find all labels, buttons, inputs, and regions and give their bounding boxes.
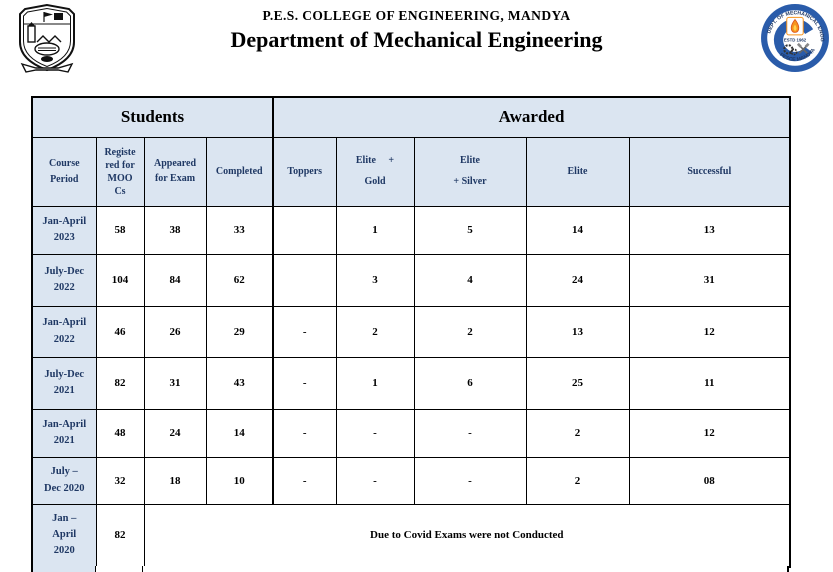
cell-toppers: - [272, 456, 337, 505]
cell-completed: 62 [205, 253, 274, 307]
col-header-elite-gold: Elite + Gold [335, 136, 415, 207]
cell-toppers: - [272, 305, 337, 358]
group-header-row: Students Awarded [31, 96, 791, 138]
cell-period: Jan – April 2020 [31, 503, 97, 568]
col-header-course-period: Course Period [31, 136, 97, 207]
cell-elite-silver: - [413, 408, 527, 458]
cell-registered: 104 [95, 253, 145, 307]
cell-appeared: 84 [143, 253, 207, 307]
cell-successful: 12 [628, 305, 791, 358]
col-header-successful: Successful [628, 136, 791, 207]
cell-period: July-Dec 2022 [31, 253, 97, 307]
partial-next-row [31, 566, 789, 572]
table-row: Jan-April 2021 48 24 14 - - - 2 12 [31, 408, 791, 458]
cell-elite-gold: 1 [335, 356, 415, 410]
column-header-row: Course Period Registe red for MOO Cs App… [31, 136, 791, 207]
col-header-elite: Elite [525, 136, 630, 207]
cell-period: Jan-April 2022 [31, 305, 97, 358]
cell-elite-silver: 6 [413, 356, 527, 410]
cell-completed: 29 [205, 305, 274, 358]
cell-elite: 2 [525, 408, 630, 458]
cell-toppers: - [272, 408, 337, 458]
covid-note: Due to Covid Exams were not Conducted [143, 503, 791, 568]
awarded-group-header: Awarded [271, 96, 791, 138]
partial-merged-cell [143, 566, 787, 572]
cell-period: July – Dec 2020 [31, 456, 97, 505]
cell-completed: 14 [205, 408, 274, 458]
covid-row: Jan – April 2020 82 Due to Covid Exams w… [31, 503, 791, 568]
cell-elite-silver: 2 [413, 305, 527, 358]
cell-completed: 33 [205, 205, 274, 255]
cell-appeared: 26 [143, 305, 207, 358]
col-header-elite-silver: Elite + Silver [413, 136, 527, 207]
col-header-toppers: Toppers [272, 136, 337, 207]
cell-successful: 13 [628, 205, 791, 255]
cell-successful: 12 [628, 408, 791, 458]
cell-toppers [272, 205, 337, 255]
students-group-header: Students [31, 96, 274, 138]
cell-elite: 13 [525, 305, 630, 358]
cell-registered: 82 [95, 356, 145, 410]
cell-period: Jan-April 2021 [31, 408, 97, 458]
page-header: P.E.S. COLLEGE OF ENGINEERING, MANDYA De… [90, 8, 743, 53]
cell-elite-gold: 3 [335, 253, 415, 307]
table-row: July-Dec 2022 104 84 62 3 4 24 31 [31, 253, 791, 307]
cell-toppers [272, 253, 337, 307]
cell-appeared: 38 [143, 205, 207, 255]
cell-registered: 82 [95, 503, 145, 568]
col-header-appeared: Appeared for Exam [143, 136, 207, 207]
cell-registered: 46 [95, 305, 145, 358]
cell-appeared: 24 [143, 408, 207, 458]
cell-successful: 11 [628, 356, 791, 410]
cell-successful: 08 [628, 456, 791, 505]
college-crest-icon [19, 3, 75, 73]
cell-successful: 31 [628, 253, 791, 307]
cell-elite-silver: - [413, 456, 527, 505]
cell-period: Jan-April 2023 [31, 205, 97, 255]
emblem-estd-text: ESTD 1962 [784, 38, 807, 43]
cell-toppers: - [272, 356, 337, 410]
cell-registered: 48 [95, 408, 145, 458]
cell-completed: 43 [205, 356, 274, 410]
cell-elite-silver: 4 [413, 253, 527, 307]
college-name: P.E.S. COLLEGE OF ENGINEERING, MANDYA [262, 8, 571, 23]
col-header-registered: Registe red for MOO Cs [95, 136, 145, 207]
cell-elite-gold: - [335, 408, 415, 458]
cell-registered: 58 [95, 205, 145, 255]
cell-appeared: 18 [143, 456, 207, 505]
cell-elite-silver: 5 [413, 205, 527, 255]
mooc-results-table: Students Awarded Course Period Registe r… [31, 96, 792, 568]
table-row: July – Dec 2020 32 18 10 - - - 2 08 [31, 456, 791, 505]
cell-appeared: 31 [143, 356, 207, 410]
table-row: Jan-April 2022 46 26 29 - 2 2 13 12 [31, 305, 791, 358]
mech-dept-emblem-icon: DEPT. OF MECHANICAL ENGG. ESTD 1962 PESC… [760, 3, 829, 72]
cell-elite: 2 [525, 456, 630, 505]
table-row: July-Dec 2021 82 31 43 - 1 6 25 11 [31, 356, 791, 410]
cell-elite-gold: 1 [335, 205, 415, 255]
cell-elite-gold: - [335, 456, 415, 505]
table-row: Jan-April 2023 58 38 33 1 5 14 13 [31, 205, 791, 255]
cell-elite: 14 [525, 205, 630, 255]
partial-registered-cell [96, 566, 143, 572]
partial-period-cell [33, 566, 96, 572]
cell-completed: 10 [205, 456, 274, 505]
department-name: Department of Mechanical Engineering [230, 27, 603, 52]
col-header-completed: Completed [205, 136, 274, 207]
cell-registered: 32 [95, 456, 145, 505]
cell-period: July-Dec 2021 [31, 356, 97, 410]
cell-elite-gold: 2 [335, 305, 415, 358]
cell-elite: 25 [525, 356, 630, 410]
cell-elite: 24 [525, 253, 630, 307]
